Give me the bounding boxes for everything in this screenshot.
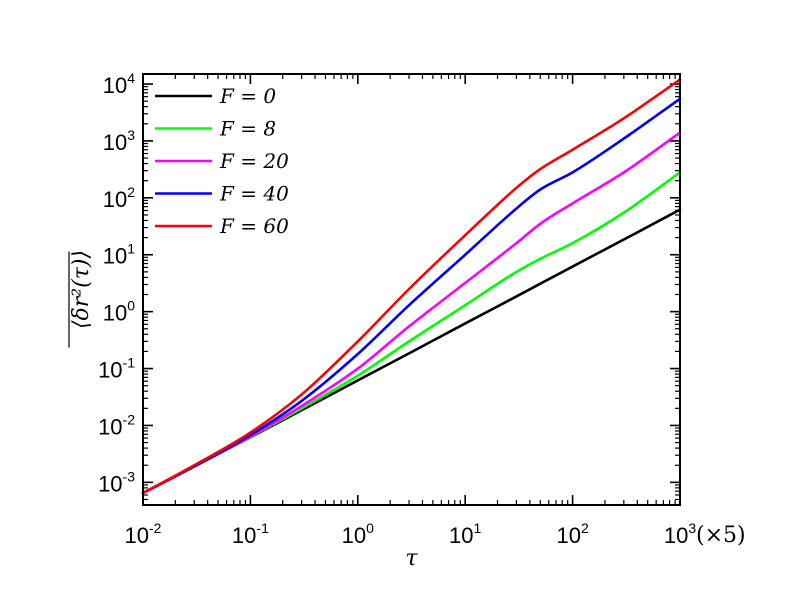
x-tick-label-base: 10 <box>449 523 473 548</box>
x-axis-label: τ <box>405 546 418 571</box>
x-tick-label-base: 10 <box>232 523 256 548</box>
y-tick-label-exponent: -3 <box>123 468 136 484</box>
plot-frame <box>142 73 681 506</box>
y-tick-label-exponent: 1 <box>127 241 135 257</box>
y-tick-label-exponent: 2 <box>127 184 135 200</box>
legend-label: F = 60 <box>219 214 289 238</box>
series-line-f-60 <box>141 78 682 495</box>
x-tick-label-base: 10 <box>342 523 366 548</box>
y-tick-label: 103 <box>103 127 135 155</box>
legend-label: F = 0 <box>219 84 276 108</box>
x-tick-label: 101 <box>449 520 481 548</box>
y-tick-label-base: 10 <box>103 130 127 155</box>
series-lines <box>141 78 682 495</box>
y-tick-label: 10-1 <box>98 355 135 383</box>
y-tick-label-base: 10 <box>103 187 127 212</box>
legend-label: F = 40 <box>219 182 289 206</box>
x-tick-label-exponent: -2 <box>149 520 162 536</box>
x-tick-label-exponent: -1 <box>256 520 269 536</box>
x-tick-label-exponent: 0 <box>366 520 374 536</box>
y-tick-label: 10-3 <box>98 468 135 496</box>
y-tick-label: 100 <box>103 298 135 326</box>
y-tick-label-exponent: 4 <box>127 70 135 86</box>
x-tick-label: 100 <box>342 520 374 548</box>
y-tick-label-base: 10 <box>98 358 122 383</box>
legend: F = 0 F = 8 F = 20 F = 40 F = 60 <box>155 84 289 238</box>
y-axis-label: ⟨δr²(τ)⟩ <box>69 250 94 329</box>
x-axis-unit-note: (×5) <box>696 523 746 548</box>
x-tick-label-exponent: 3 <box>688 520 696 536</box>
y-tick-label: 101 <box>103 241 135 269</box>
y-tick-label-exponent: 3 <box>127 127 135 143</box>
y-tick-label-base: 10 <box>103 244 127 269</box>
y-tick-label: 102 <box>103 184 135 212</box>
x-tick-labels: 10-2 10-1 100 101 102 103 <box>125 520 697 548</box>
x-tick-label-base: 10 <box>556 523 580 548</box>
y-tick-label: 104 <box>103 70 135 98</box>
series-line-f-40 <box>141 97 682 495</box>
y-tick-label-base: 10 <box>103 301 127 326</box>
y-tick-label: 10-2 <box>98 411 135 439</box>
x-tick-label: 10-2 <box>125 520 162 548</box>
y-tick-label-exponent: -2 <box>123 411 136 427</box>
legend-label: F = 20 <box>219 149 289 173</box>
x-tick-label: 102 <box>556 520 588 548</box>
x-tick-label-exponent: 2 <box>581 520 589 536</box>
x-tick-label-exponent: 1 <box>474 520 482 536</box>
x-tick-label: 10-1 <box>232 520 269 548</box>
y-tick-label-base: 10 <box>98 471 122 496</box>
legend-label: F = 8 <box>219 117 276 141</box>
x-tick-label-base: 10 <box>125 523 149 548</box>
y-tick-label-exponent: -1 <box>123 355 136 371</box>
y-axis-label-group: ⟨δr²(τ)⟩ <box>68 250 94 348</box>
y-tick-label-base: 10 <box>98 414 122 439</box>
x-tick-label: 103 <box>664 520 696 548</box>
y-tick-label-exponent: 0 <box>127 298 135 314</box>
x-tick-label-base: 10 <box>664 523 688 548</box>
y-tick-label-base: 10 <box>103 73 127 98</box>
